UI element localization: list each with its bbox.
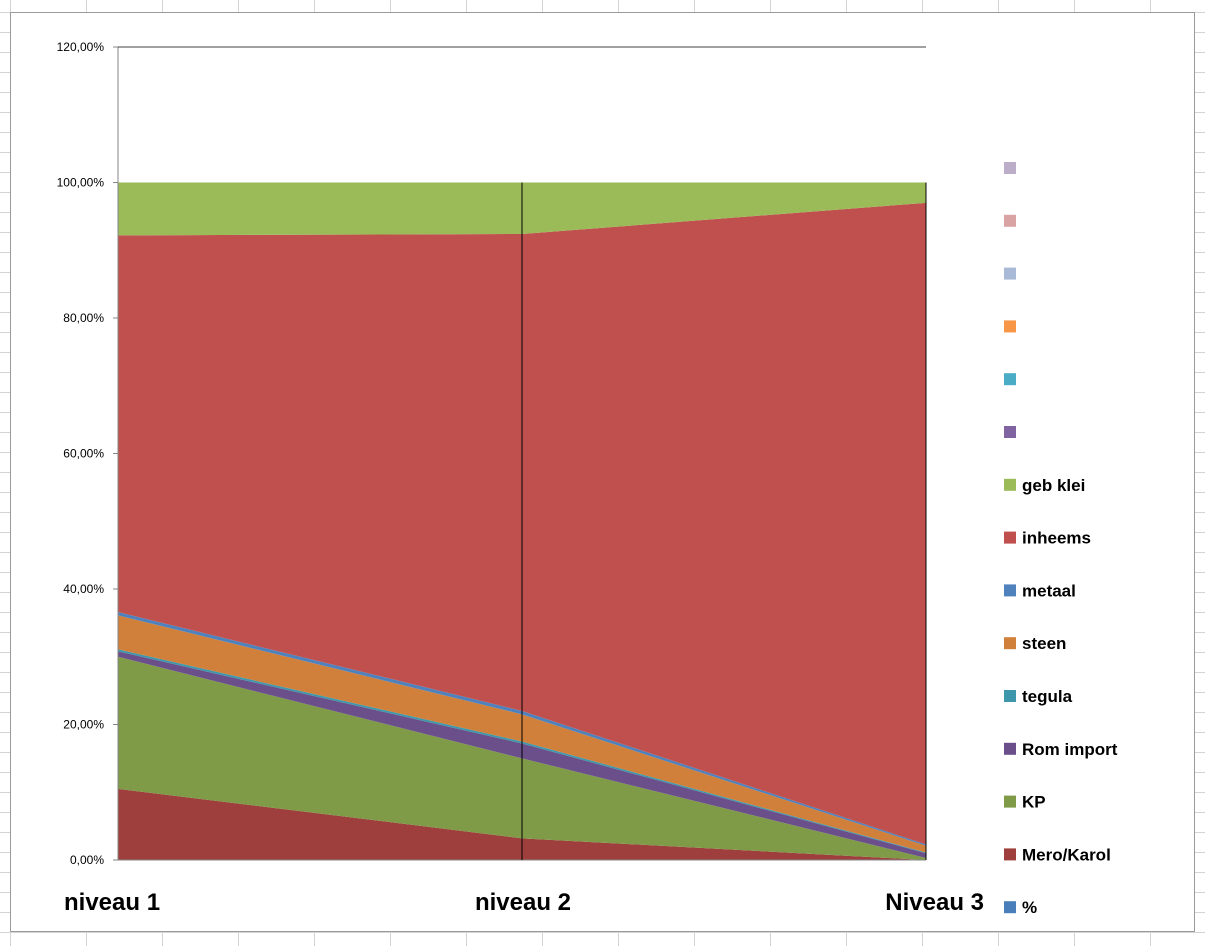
legend-swatch — [1004, 690, 1016, 702]
legend-label: Mero/Karol — [1022, 845, 1111, 864]
legend-swatch — [1004, 742, 1016, 755]
legend-swatch — [1004, 584, 1016, 597]
x-category-label: niveau 2 — [475, 889, 571, 916]
x-category-label: Niveau 3 — [885, 889, 984, 916]
legend-label: tegula — [1022, 687, 1073, 706]
y-tick-label: 120,00% — [57, 40, 105, 54]
legend-swatch — [1004, 373, 1016, 386]
legend-label: % — [1022, 898, 1037, 917]
legend-swatch — [1004, 531, 1016, 544]
legend-label: inheems — [1022, 529, 1091, 548]
y-tick-label: 80,00% — [63, 311, 104, 325]
legend-swatch — [1004, 320, 1016, 333]
legend-swatch — [1004, 637, 1016, 650]
y-tick-label: 100,00% — [57, 176, 105, 190]
legend-label: Rom import — [1022, 740, 1118, 759]
y-tick-label: 40,00% — [63, 582, 104, 596]
y-tick-label: 20,00% — [63, 718, 104, 732]
legend-swatch — [1004, 162, 1016, 174]
legend-swatch — [1004, 901, 1016, 914]
legend-swatch — [1004, 426, 1016, 438]
y-tick-label: 60,00% — [63, 447, 104, 461]
legend-label: steen — [1022, 634, 1066, 653]
y-tick-label: 0,00% — [70, 853, 104, 867]
legend-swatch — [1004, 214, 1016, 227]
legend-label: metaal — [1022, 581, 1076, 600]
legend-swatch — [1004, 478, 1016, 491]
legend-swatch — [1004, 848, 1016, 861]
area-tegula — [118, 649, 926, 854]
x-category-label: niveau 1 — [64, 889, 160, 916]
legend-swatch — [1004, 267, 1016, 280]
legend-label: geb klei — [1022, 476, 1085, 495]
legend-label: KP — [1022, 793, 1046, 812]
area-mero-karol — [118, 788, 926, 860]
legend-swatch — [1004, 795, 1016, 808]
